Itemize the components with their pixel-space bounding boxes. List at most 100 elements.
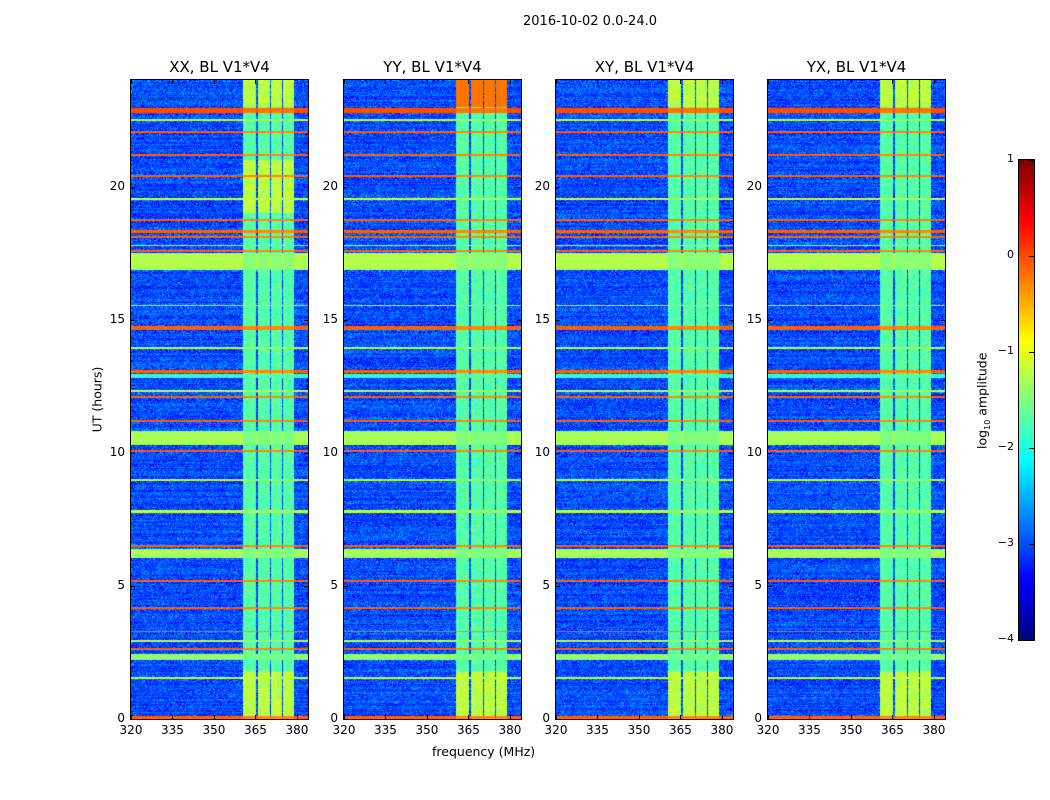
x-tick-mark-top — [468, 80, 470, 84]
colorbar-tick-label: −4 — [997, 632, 1014, 645]
y-tick-mark — [131, 319, 135, 321]
y-axis-label: UT (hours) — [89, 366, 105, 433]
x-tick-mark-top — [385, 80, 387, 84]
colorbar-tick-mark — [1029, 544, 1034, 545]
x-tick-mark-top — [933, 80, 935, 84]
y-tick-mark — [768, 719, 772, 720]
y-tick-mark — [344, 452, 348, 454]
y-tick-mark — [556, 585, 560, 587]
y-tick-label: 15 — [109, 311, 125, 326]
colorbar-gradient — [1019, 160, 1034, 640]
colorbar-tick-mark — [1029, 448, 1034, 449]
x-tick-mark — [892, 715, 894, 719]
x-tick-mark — [768, 715, 769, 719]
waterfall-panel-yy — [343, 79, 522, 720]
x-tick-mark-top — [768, 80, 769, 84]
x-tick-mark-top — [892, 80, 894, 84]
x-tick-mark-top — [131, 80, 132, 84]
x-tick-label: 380 — [710, 723, 734, 737]
x-tick-mark — [131, 715, 132, 719]
y-tick-label: 0 — [117, 711, 125, 725]
y-tick-label: 20 — [322, 178, 338, 193]
x-tick-label: 335 — [161, 723, 184, 737]
x-tick-mark — [809, 715, 811, 719]
x-axis-label: frequency (MHz) — [432, 744, 536, 759]
y-tick-mark-right — [941, 319, 945, 321]
y-tick-label: 15 — [322, 311, 338, 326]
x-tick-mark — [468, 715, 470, 719]
y-tick-mark — [131, 585, 135, 587]
y-tick-mark-right — [941, 719, 945, 720]
y-tick-label: 10 — [109, 444, 125, 459]
figure-title: 2016-10-02 0.0-24.0 — [523, 14, 657, 29]
x-tick-label: 365 — [669, 723, 692, 737]
colorbar-tick-label: −2 — [997, 440, 1014, 453]
x-tick-mark — [850, 715, 852, 719]
y-tick-mark-right — [517, 719, 521, 720]
colorbar-tick-mark — [1029, 160, 1034, 161]
x-tick-mark-top — [296, 80, 298, 84]
colorbar-tick-label: 1 — [1007, 152, 1014, 165]
y-tick-mark — [556, 186, 560, 188]
x-tick-mark-top — [213, 80, 215, 84]
colorbar-tick-mark — [1029, 256, 1034, 257]
y-tick-mark — [556, 452, 560, 454]
x-tick-mark — [721, 715, 723, 719]
y-tick-mark — [768, 319, 772, 321]
panel-title: YY, BL V1*V4 — [383, 58, 482, 76]
x-tick-mark-top — [638, 80, 640, 84]
y-tick-mark-right — [304, 719, 308, 720]
x-tick-mark — [172, 715, 174, 719]
y-tick-mark-right — [517, 585, 521, 587]
y-tick-mark-right — [729, 452, 733, 454]
x-tick-mark-top — [255, 80, 257, 84]
x-tick-label: 335 — [374, 723, 397, 737]
y-tick-label: 5 — [754, 577, 762, 592]
y-tick-label: 5 — [117, 577, 125, 592]
x-tick-mark-top — [509, 80, 511, 84]
x-tick-mark — [296, 715, 298, 719]
x-tick-label: 380 — [922, 723, 946, 737]
y-tick-label: 0 — [542, 711, 550, 725]
y-tick-label: 5 — [330, 577, 338, 592]
x-tick-mark — [385, 715, 387, 719]
x-tick-label: 380 — [285, 723, 309, 737]
waterfall-panel-yx — [767, 79, 946, 720]
x-tick-mark — [426, 715, 428, 719]
colorbar-tick-label: −3 — [997, 536, 1014, 549]
x-tick-mark — [255, 715, 257, 719]
x-tick-mark — [680, 715, 682, 719]
x-tick-label: 350 — [627, 723, 651, 737]
x-tick-label: 350 — [415, 723, 439, 737]
colorbar-label-sub: 10 — [982, 419, 992, 430]
waterfall-heatmap — [768, 80, 945, 719]
y-tick-mark-right — [304, 319, 308, 321]
x-tick-mark — [509, 715, 511, 719]
y-tick-mark — [556, 319, 560, 321]
x-tick-label: 320 — [544, 723, 568, 737]
colorbar-tick-label: −1 — [997, 344, 1014, 357]
x-tick-mark — [638, 715, 640, 719]
x-tick-mark — [344, 715, 345, 719]
y-tick-mark — [768, 186, 772, 188]
waterfall-heatmap — [344, 80, 521, 719]
y-tick-mark-right — [729, 719, 733, 720]
y-tick-label: 15 — [534, 311, 550, 326]
x-tick-label: 350 — [202, 723, 226, 737]
x-tick-mark — [933, 715, 935, 719]
y-tick-mark-right — [729, 186, 733, 188]
waterfall-panel-xy — [555, 79, 734, 720]
y-tick-mark — [768, 585, 772, 587]
y-tick-mark — [768, 452, 772, 454]
y-tick-mark-right — [304, 186, 308, 188]
y-tick-label: 15 — [746, 311, 762, 326]
y-tick-mark-right — [304, 452, 308, 454]
y-tick-mark-right — [517, 452, 521, 454]
y-tick-label: 20 — [534, 178, 550, 193]
y-tick-mark-right — [729, 585, 733, 587]
x-tick-mark-top — [597, 80, 599, 84]
panel-title: YX, BL V1*V4 — [806, 58, 907, 76]
y-tick-mark-right — [941, 585, 945, 587]
x-tick-mark-top — [556, 80, 557, 84]
